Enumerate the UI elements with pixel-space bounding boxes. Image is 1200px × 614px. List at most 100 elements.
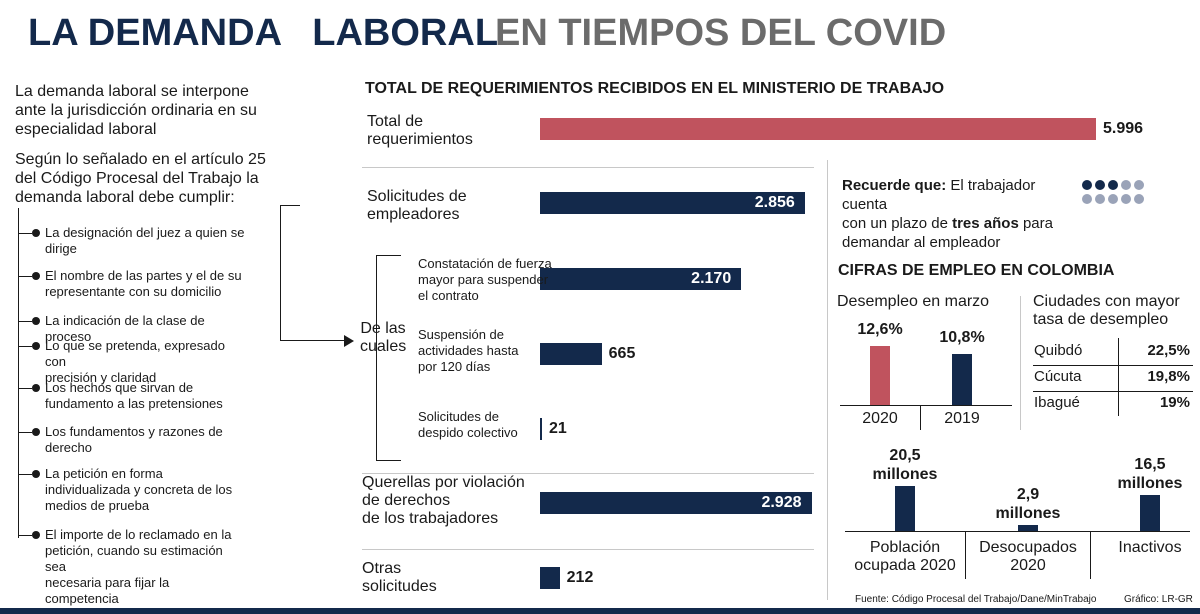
population-category-line: Desocupados xyxy=(979,539,1077,556)
city-value: 19,8% xyxy=(1147,368,1190,385)
unemployment-bar xyxy=(870,346,890,405)
bar-value-label: 2.856 xyxy=(754,194,795,211)
bar-category-line: empleadores xyxy=(367,206,460,223)
requirement-item: Lo que se pretenda, expresado con precisi… xyxy=(45,338,245,386)
requirement-tick xyxy=(18,474,32,475)
unemployment-tick xyxy=(920,405,921,430)
bar-category-line: Total de xyxy=(367,113,424,130)
population-baseline xyxy=(845,531,1190,532)
sub-bracket-vertical xyxy=(376,255,377,460)
sub-bracket-top xyxy=(376,255,401,256)
population-divider xyxy=(1090,531,1091,579)
city-name: Cúcuta xyxy=(1034,368,1082,385)
title-part1: LA DEMANDA LABORAL xyxy=(28,12,499,54)
bar-category-line: Querellas por violación xyxy=(362,474,525,491)
city-name: Quibdó xyxy=(1034,342,1083,359)
bar-category-line: Otras xyxy=(362,560,402,577)
population-category-line: Inactivos xyxy=(1118,539,1182,556)
bar-category-label: Constatación de fuerza mayor para suspend… xyxy=(418,256,552,304)
reminder-line-2: con un plazo de tres años para xyxy=(842,214,1082,233)
intro-paragraph-2: Según lo señalado en el artículo 25 del … xyxy=(15,150,266,207)
requirement-line: derecho xyxy=(45,440,92,455)
year-dot xyxy=(1082,180,1092,190)
bar-category-line: Solicitudes de xyxy=(367,188,467,205)
city-name: Ibagué xyxy=(1034,394,1080,411)
footer-bar xyxy=(0,608,1200,614)
bar-category-line: mayor para suspender xyxy=(418,272,549,287)
intro-line: especialidad laboral xyxy=(15,121,157,138)
year-dot xyxy=(1121,180,1131,190)
requirement-line: Lo que se pretenda, expresado con xyxy=(45,338,225,369)
unemployment-value-label: 12,6% xyxy=(857,321,903,338)
bar-category-label: Suspensión de actividades hasta por 120 dí… xyxy=(418,327,518,375)
requirement-item: La petición en forma individualizada y co… xyxy=(45,466,245,514)
bar xyxy=(540,418,542,440)
unemployment-title: Desempleo en marzo xyxy=(837,293,990,310)
year-dot xyxy=(1121,194,1131,204)
population-value-label: 20,5 millones xyxy=(845,446,965,484)
population-value-line: millones xyxy=(995,504,1061,522)
bar-value-label: 665 xyxy=(608,345,636,362)
bar xyxy=(540,118,1096,140)
bar-category-line: de derechos xyxy=(362,492,451,509)
requirement-tick xyxy=(18,276,32,277)
bar-category-line: Suspensión de xyxy=(418,327,505,342)
requirement-tick xyxy=(18,346,32,347)
bracket-top xyxy=(280,205,300,206)
bullet-icon xyxy=(32,317,40,325)
title-part2: EN TIEMPOS DEL COVID xyxy=(495,12,947,54)
requirement-line: precisión y claridad xyxy=(45,370,157,385)
intro-line: La demanda laboral se interpone xyxy=(15,83,249,100)
reminder-text-2c: para xyxy=(1018,215,1053,232)
main-chart-title: TOTAL DE REQUERIMIENTOS RECIBIDOS EN EL … xyxy=(365,80,945,97)
row-separator xyxy=(362,473,814,474)
population-value-line: millones xyxy=(872,466,938,483)
intro-line: demanda laboral debe cumplir: xyxy=(15,189,235,206)
column-divider xyxy=(827,160,828,600)
bullet-icon xyxy=(32,470,40,478)
city-row-line xyxy=(1033,391,1193,392)
requirement-line: El nombre de las partes y el de su xyxy=(45,268,242,283)
bullet-icon xyxy=(32,428,40,436)
bar-category-line: el contrato xyxy=(418,288,479,303)
requirement-tick xyxy=(18,432,32,433)
year-dot xyxy=(1095,180,1105,190)
de-las-cuales-label: De las cuales xyxy=(360,320,406,356)
unemployment-value-label: 10,8% xyxy=(939,329,985,347)
population-category-line: 2020 xyxy=(1010,557,1046,574)
population-bar xyxy=(895,486,915,531)
requirement-line: individualizada y concreta de los xyxy=(45,482,233,497)
city-row-line xyxy=(1033,365,1193,366)
population-category-line: ocupada 2020 xyxy=(854,557,956,574)
year-dot xyxy=(1134,194,1144,204)
intro-line: Según lo señalado en el artículo 25 xyxy=(15,151,266,168)
bar-value-label: 2.928 xyxy=(761,494,802,511)
requirement-line: La petición en forma xyxy=(45,466,163,481)
reminder-note: Recuerde que: El trabajador cuenta con u… xyxy=(842,176,1082,252)
intro-line: ante la jurisdicción ordinaria en su xyxy=(15,102,257,119)
row-separator xyxy=(362,549,814,550)
population-value-line: millones xyxy=(1117,474,1183,492)
year-dot xyxy=(1134,180,1144,190)
bar-category-line: requerimientos xyxy=(367,131,473,148)
year-dot xyxy=(1082,194,1092,204)
bar-category-label: Solicitudes de despido colectivo xyxy=(418,409,518,441)
requirement-line: Los hechos que sirvan de xyxy=(45,380,194,395)
bracket-arrow-shaft xyxy=(280,340,352,341)
reminder-text-1: El trabajador cuenta xyxy=(842,177,1036,213)
reminder-text-2a: con un plazo de xyxy=(842,215,953,232)
unemployment-year-label: 2019 xyxy=(944,410,980,427)
cities-title-line: tasa de desempleo xyxy=(1033,311,1169,328)
bar-category-label: Querellas por violación de derechos de los… xyxy=(362,474,525,528)
requirement-item: El importe de lo reclamado en la petición… xyxy=(45,527,245,607)
bar-category-label: Solicitudes de empleadores xyxy=(367,188,467,224)
sub-bracket-bottom xyxy=(376,460,401,461)
population-bar xyxy=(1140,494,1160,531)
population-category-label: Población ocupada 2020 xyxy=(840,539,970,575)
bar-category-line: de los trabajadores xyxy=(362,510,499,527)
requirement-line: Los fundamentos y razones de xyxy=(45,424,223,439)
bullet-icon xyxy=(32,229,40,237)
bar-category-line: Solicitudes de xyxy=(418,409,499,424)
bar-category-label: Otras solicitudes xyxy=(362,560,437,596)
population-category-line: Población xyxy=(869,539,941,556)
